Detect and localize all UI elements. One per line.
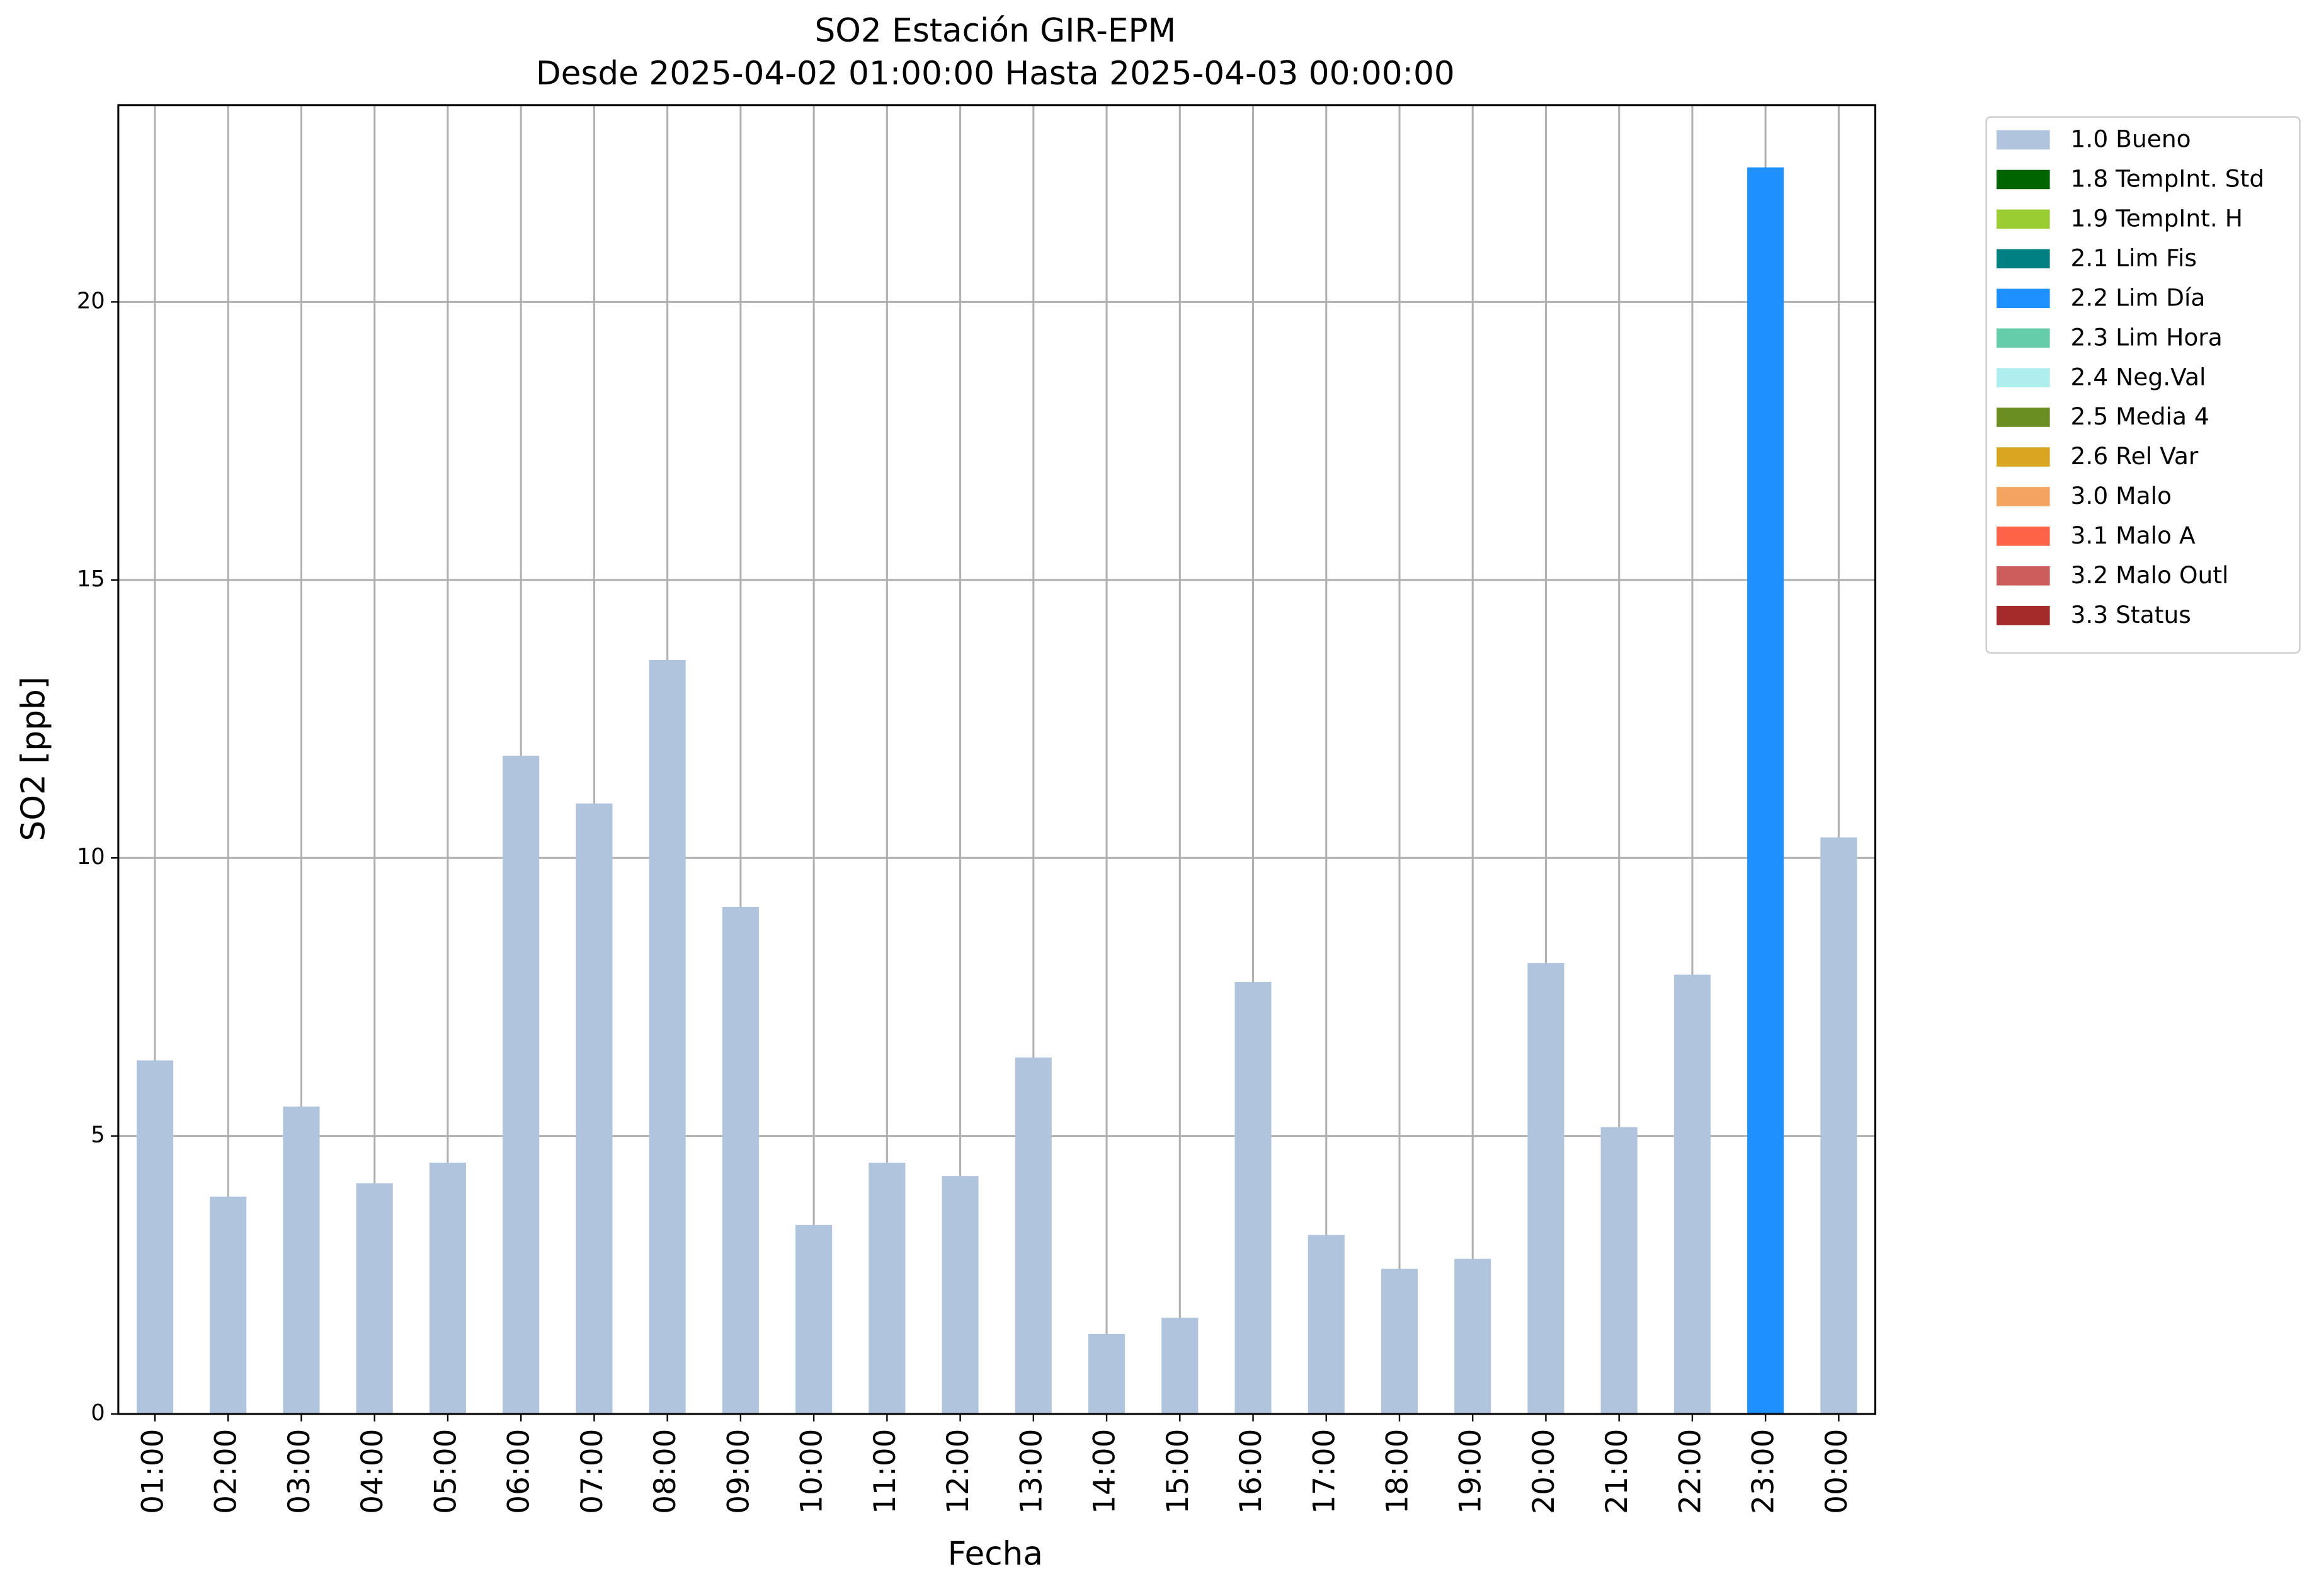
bar: [1820, 837, 1857, 1415]
x-tick-label: 20:00: [1527, 1429, 1561, 1514]
bar: [356, 1183, 393, 1415]
bar: [503, 755, 540, 1415]
x-tick-label: 14:00: [1088, 1429, 1122, 1514]
legend-swatch: [1997, 288, 2050, 309]
x-tick-label: 08:00: [648, 1429, 683, 1514]
bar: [942, 1176, 979, 1415]
bar: [576, 803, 613, 1415]
bar: [1161, 1318, 1199, 1415]
bar: [1234, 982, 1272, 1415]
bar: [649, 659, 686, 1415]
bar: [1600, 1127, 1638, 1415]
legend-label: 3.2 Malo Outl: [2071, 561, 2229, 589]
legend-label: 1.8 TempInt. Std: [2071, 165, 2265, 193]
x-tick-label: 11:00: [868, 1429, 903, 1514]
x-axis-label: Fecha: [948, 1535, 1043, 1573]
plot-frame: [117, 104, 1877, 1415]
chart-title: SO2 Estación GIR-EPM: [814, 12, 1176, 50]
legend-label: 2.6 Rel Var: [2071, 442, 2199, 470]
x-tick-label: 22:00: [1673, 1429, 1707, 1514]
bar: [136, 1060, 174, 1415]
bar: [283, 1106, 320, 1415]
x-tick-label: 04:00: [355, 1429, 390, 1514]
x-tick-label: 15:00: [1161, 1429, 1195, 1514]
bar: [1747, 167, 1784, 1415]
legend-swatch: [1997, 169, 2050, 190]
legend-swatch: [1997, 447, 2050, 467]
x-tick-label: 19:00: [1454, 1429, 1488, 1514]
legend-swatch: [1997, 527, 2050, 546]
x-tick-label: 03:00: [282, 1429, 317, 1514]
y-tick-label: 15: [77, 566, 105, 592]
bar: [210, 1196, 247, 1415]
bar: [1308, 1234, 1345, 1415]
bar: [869, 1162, 906, 1415]
legend-box: [1985, 116, 2301, 654]
legend-label: 1.9 TempInt. H: [2071, 205, 2243, 232]
bar: [1015, 1057, 1052, 1415]
legend-swatch: [1997, 130, 2050, 150]
bar: [1673, 974, 1711, 1415]
x-tick-label: 02:00: [209, 1429, 244, 1514]
legend-swatch: [1997, 566, 2050, 586]
legend-label: 3.1 Malo A: [2071, 522, 2196, 549]
legend-swatch: [1997, 209, 2050, 229]
legend-label: 3.3 Status: [2071, 601, 2191, 629]
legend-label: 2.3 Lim Hora: [2071, 323, 2223, 351]
x-tick-label: 01:00: [135, 1429, 170, 1514]
y-tick-label: 20: [77, 288, 105, 314]
legend-label: 1.0 Bueno: [2071, 125, 2191, 153]
legend-swatch: [1997, 249, 2050, 269]
x-tick-label: 23:00: [1746, 1429, 1781, 1514]
y-tick-label: 10: [77, 844, 105, 870]
bar: [1454, 1258, 1491, 1415]
x-tick-label: 13:00: [1014, 1429, 1049, 1514]
y-axis-label: SO2 [ppb]: [14, 676, 52, 841]
bar: [429, 1162, 466, 1415]
bar: [722, 906, 759, 1415]
x-tick-label: 17:00: [1307, 1429, 1342, 1514]
x-tick-label: 07:00: [575, 1429, 610, 1514]
x-tick-label: 12:00: [941, 1429, 976, 1514]
legend-swatch: [1997, 368, 2050, 387]
legend-label: 2.1 Lim Fis: [2071, 244, 2197, 272]
chart-subtitle: Desde 2025-04-02 01:00:00 Hasta 2025-04-…: [536, 55, 1455, 93]
y-tick-label: 0: [91, 1400, 105, 1426]
x-tick-label: 09:00: [721, 1429, 756, 1514]
x-tick-label: 16:00: [1234, 1429, 1268, 1514]
legend-swatch: [1997, 328, 2050, 348]
legend-swatch: [1997, 605, 2050, 625]
bar: [1527, 963, 1564, 1415]
x-tick-label: 21:00: [1600, 1429, 1634, 1514]
bar: [1088, 1333, 1125, 1415]
legend-label: 3.0 Malo: [2071, 482, 2172, 510]
x-tick-label: 18:00: [1380, 1429, 1415, 1514]
x-tick-label: 05:00: [428, 1429, 463, 1514]
bar: [1381, 1268, 1418, 1415]
y-tick-label: 5: [91, 1122, 105, 1148]
legend-swatch: [1997, 408, 2050, 427]
legend-label: 2.2 Lim Día: [2071, 283, 2206, 311]
x-tick-label: 00:00: [1820, 1429, 1854, 1514]
bar: [795, 1224, 833, 1415]
legend-label: 2.4 Neg.Val: [2071, 363, 2206, 390]
x-tick-label: 10:00: [795, 1429, 829, 1514]
legend-swatch: [1997, 487, 2050, 506]
x-tick-label: 06:00: [502, 1429, 537, 1514]
legend-label: 2.5 Media 4: [2071, 402, 2209, 430]
